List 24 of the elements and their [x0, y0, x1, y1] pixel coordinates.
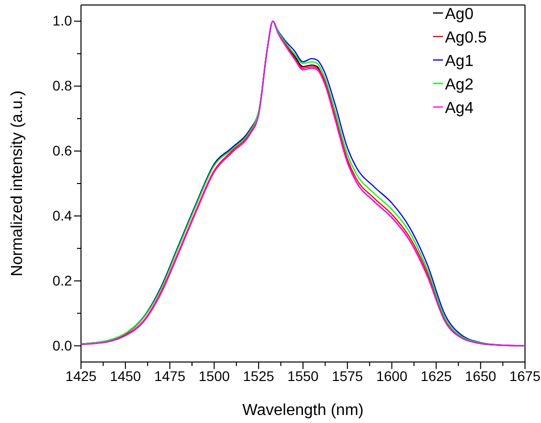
x-tick-label: 1500: [198, 368, 230, 384]
x-tick-label: 1675: [509, 368, 541, 384]
y-tick-label: 0.4: [52, 207, 72, 224]
y-tick-label: 0.2: [52, 272, 72, 288]
x-axis-title: Wavelength (nm): [242, 402, 364, 419]
y-tick-label: 0.6: [52, 142, 72, 159]
x-tick-label: 1450: [110, 368, 142, 384]
x-tick-label: 1575: [332, 368, 364, 384]
y-axis-title: Normalized intensity (a.u.): [9, 90, 26, 276]
y-tick-label: 0.0: [52, 337, 72, 354]
y-tick-label: 0.8: [52, 78, 72, 94]
x-tick-label: 1475: [154, 368, 186, 384]
legend-label: Ag0.5: [445, 30, 487, 46]
x-tick-label: 1600: [376, 368, 408, 384]
x-tick-label: 1425: [65, 368, 97, 384]
x-tick-label: 1625: [420, 368, 452, 384]
x-tick-label: 1550: [287, 368, 319, 384]
legend-label: Ag0: [445, 6, 474, 23]
x-tick-label: 1525: [243, 368, 274, 384]
legend-label: Ag1: [445, 53, 474, 70]
legend-label: Ag4: [445, 100, 474, 117]
y-tick-label: 1.0: [52, 12, 72, 29]
legend-label: Ag2: [445, 76, 474, 94]
x-tick-label: 1650: [465, 368, 496, 384]
